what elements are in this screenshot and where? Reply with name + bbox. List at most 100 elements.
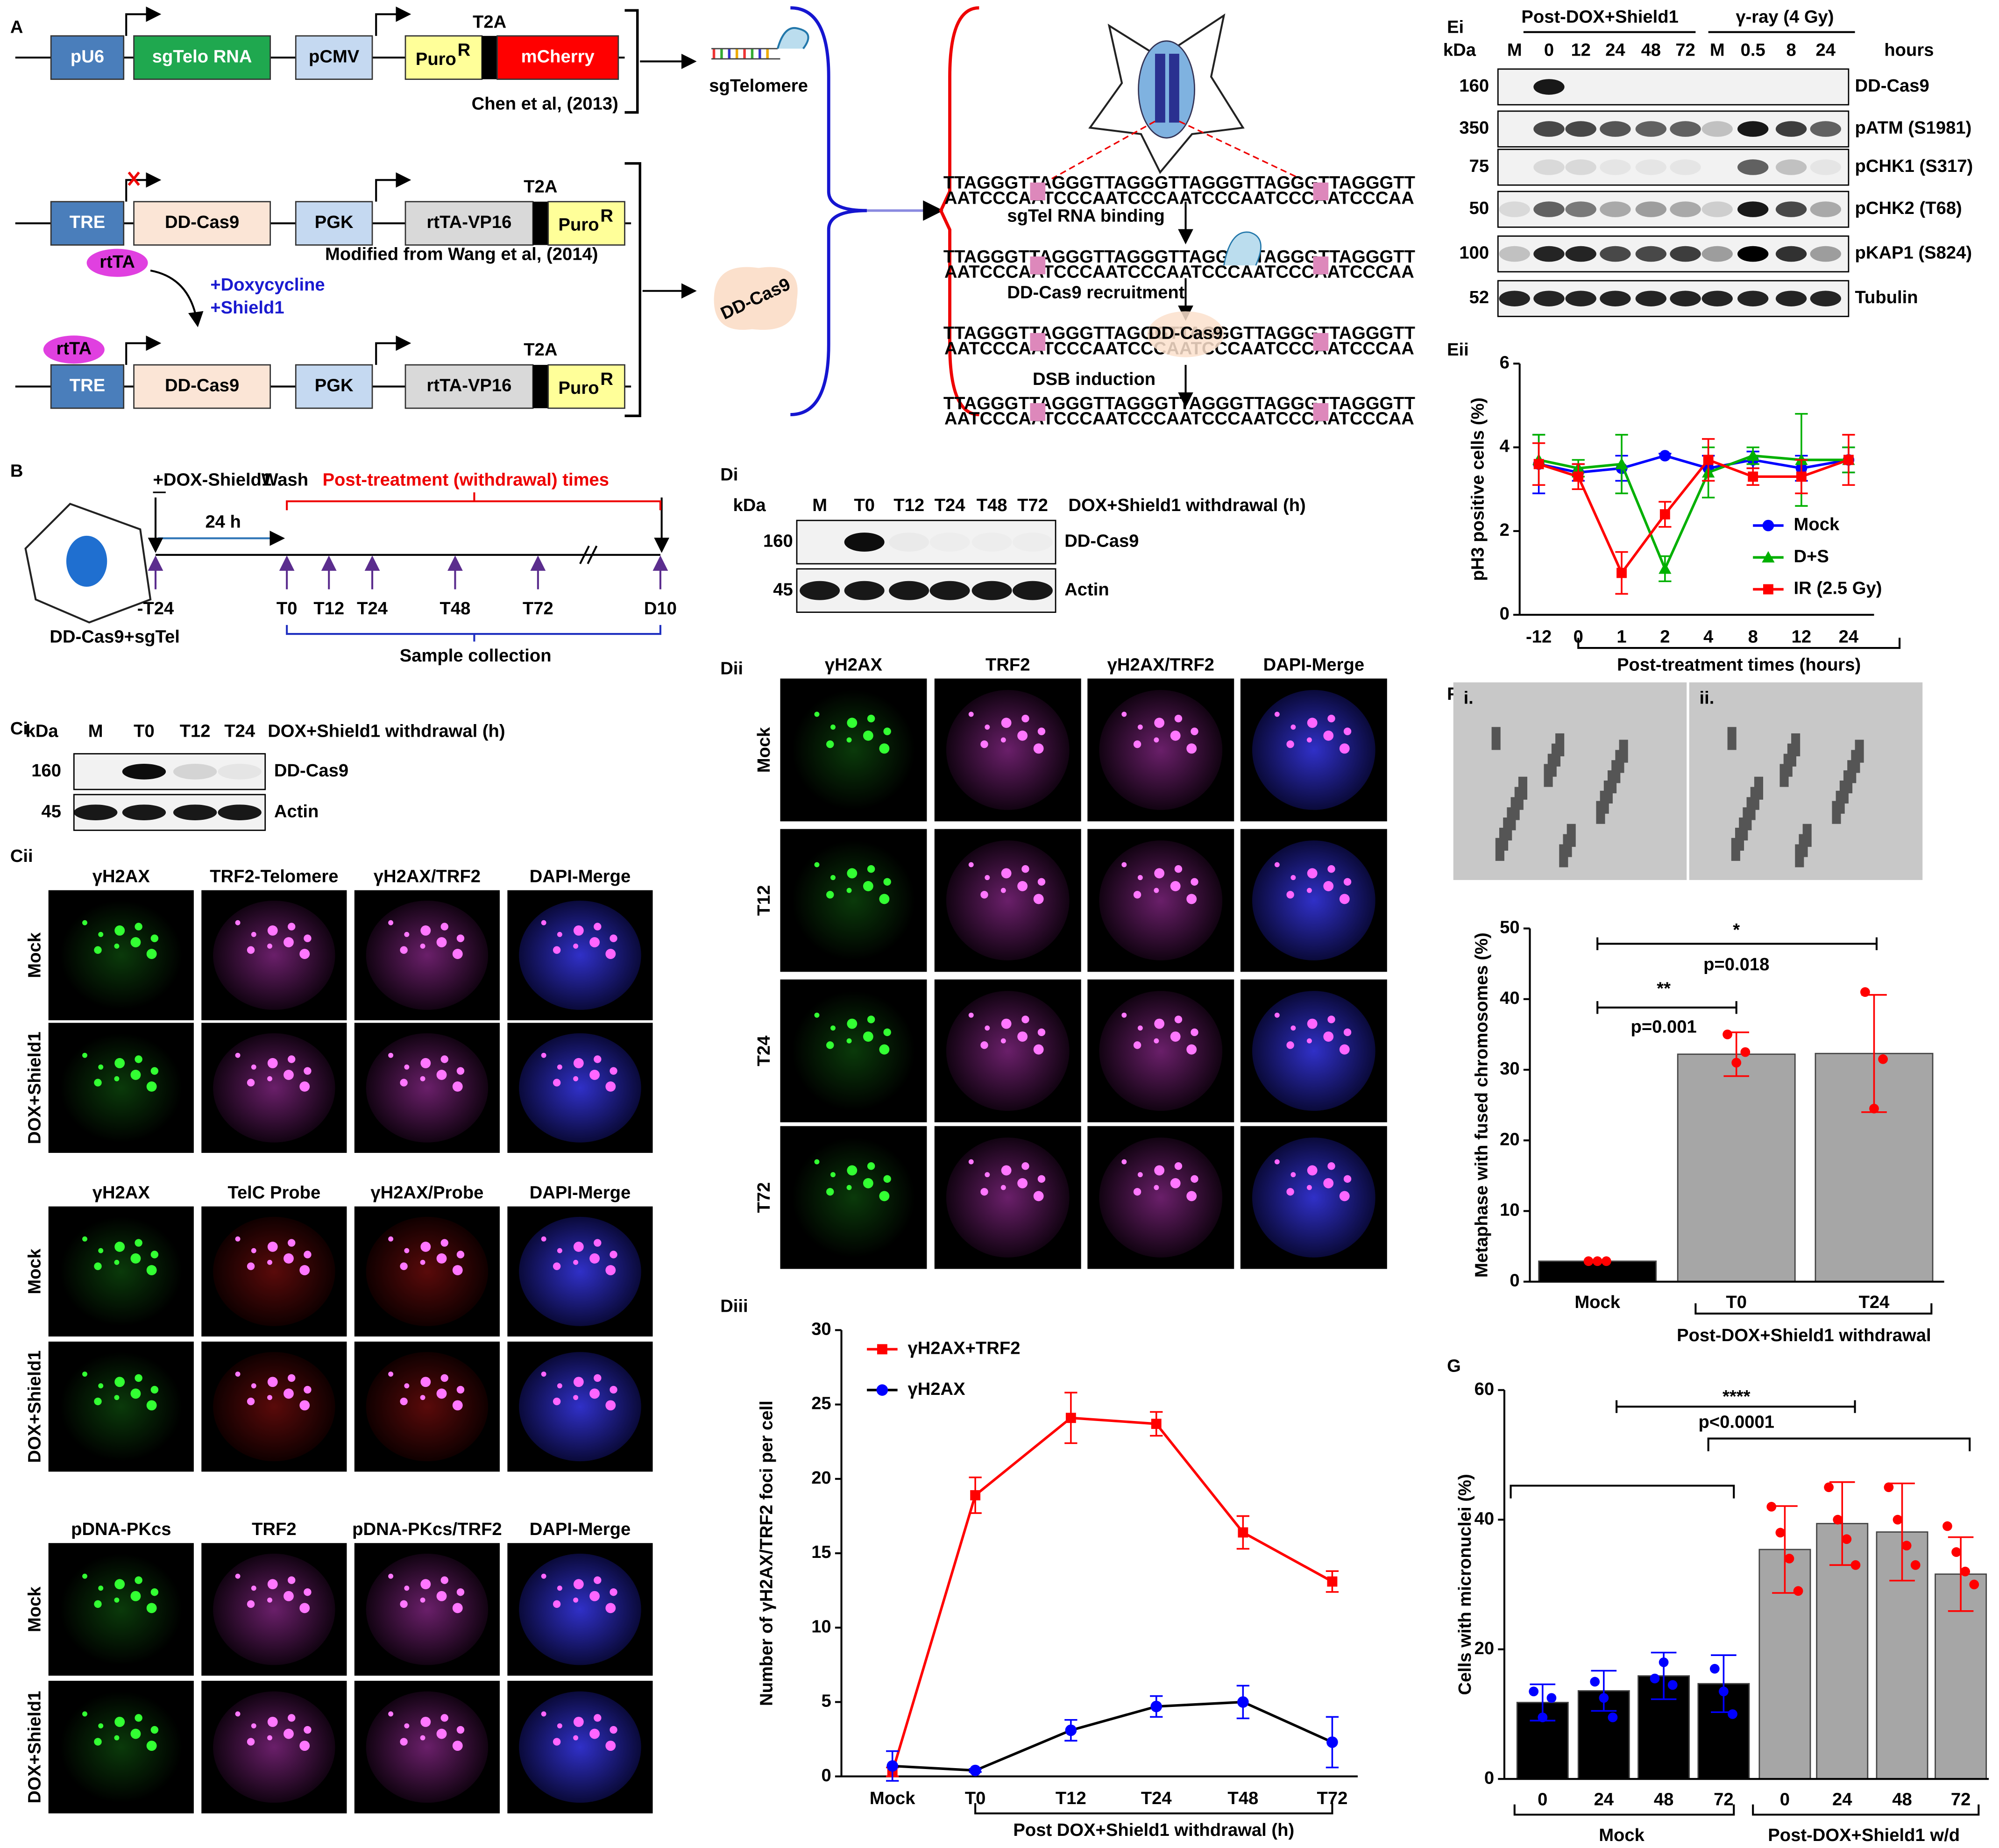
band [1670, 121, 1701, 137]
focus [1186, 894, 1197, 904]
bracket [1616, 1400, 1856, 1413]
nucleus-signal [946, 840, 1070, 960]
y-tick-label: 10 [811, 1616, 831, 1636]
focus [404, 1723, 410, 1728]
data-point [1860, 987, 1870, 997]
focus [605, 1741, 616, 1751]
label: Mock [25, 932, 45, 978]
x-tick-label: 0 [1780, 1790, 1790, 1810]
marker [886, 1760, 898, 1772]
nucleus-signal [519, 1553, 641, 1665]
focus [589, 1591, 600, 1601]
label: 160 [763, 531, 793, 551]
x-tick-label: T12 [1056, 1788, 1086, 1808]
focus [1021, 714, 1029, 723]
focus [1154, 718, 1165, 728]
marker [1659, 562, 1672, 574]
data-point [1884, 1482, 1894, 1493]
label: DD-Cas9 [274, 761, 348, 781]
focus [863, 881, 873, 891]
label: T48 [440, 598, 471, 618]
label: 160 [1459, 76, 1489, 96]
focus [1021, 865, 1029, 873]
x-tick-label: 1 [1616, 626, 1626, 647]
focus [1133, 891, 1141, 899]
focus [1170, 730, 1181, 741]
chromosome [1619, 739, 1628, 763]
focus [114, 925, 125, 936]
construct-label: DD-Cas9 [165, 212, 239, 232]
data-point [1893, 1514, 1903, 1525]
focus [1327, 865, 1335, 873]
label: pDNA-PKcs [71, 1519, 171, 1539]
focus [1000, 888, 1006, 893]
band [1737, 246, 1769, 262]
y-axis-label: Metaphase with fused chromosomes (%) [1472, 932, 1492, 1278]
nucleus-signal [519, 1033, 641, 1143]
focus [251, 931, 256, 937]
focus [847, 718, 858, 728]
marker [1748, 471, 1758, 482]
focus [830, 1172, 836, 1178]
focus [146, 1081, 157, 1092]
construct-label: pCMV [309, 46, 360, 66]
label: hours [1884, 40, 1934, 60]
construct-label: PGK [315, 212, 354, 232]
focus [404, 1248, 410, 1253]
focus [146, 1741, 157, 1751]
band [889, 533, 929, 552]
y-axis-label: pH3 positive cells (%) [1467, 398, 1488, 581]
focus [420, 1076, 425, 1081]
bracket [1694, 1303, 1933, 1315]
nucleus-signal [213, 1352, 335, 1462]
focus [1033, 894, 1044, 904]
focus [288, 1374, 296, 1382]
focus [847, 1018, 858, 1029]
focus [830, 875, 836, 881]
focus [288, 923, 296, 931]
focus [130, 1069, 141, 1080]
band [800, 581, 840, 600]
focus [235, 1052, 241, 1058]
chromosome [1855, 739, 1864, 763]
bracket [624, 9, 639, 114]
focus [863, 1178, 873, 1188]
legend-label: γH2AX+TRF2 [907, 1338, 1020, 1358]
focus [267, 1717, 278, 1727]
data-point [1833, 1514, 1843, 1525]
focus [1286, 891, 1294, 899]
y-tick-label: 40 [1474, 1508, 1494, 1528]
marker [1150, 1700, 1163, 1713]
focus [814, 862, 820, 867]
focus [436, 937, 447, 947]
label: γH2AX [825, 654, 883, 675]
band [1600, 246, 1631, 262]
panel-label: Cii [10, 846, 33, 866]
focus [388, 1573, 394, 1579]
data-point [1969, 1579, 1979, 1590]
focus [1133, 1041, 1141, 1049]
y-axis-label: Number of γH2AX/TRF2 foci per cell [756, 1400, 776, 1706]
panel-label: Ei [1447, 17, 1464, 37]
label: Mock [754, 727, 774, 773]
focus [557, 1248, 562, 1253]
focus [388, 1052, 394, 1058]
focus [420, 1579, 431, 1590]
x-tick-label: 48 [1892, 1790, 1912, 1810]
band [218, 763, 262, 780]
focus [150, 1588, 159, 1596]
focus [288, 1239, 296, 1247]
marker [1843, 455, 1854, 465]
focus [135, 923, 142, 931]
construct-element [50, 201, 125, 246]
focus [968, 1012, 974, 1018]
focus [1191, 727, 1198, 735]
focus [130, 1388, 141, 1399]
focus [440, 923, 448, 931]
nucleus-signal [213, 1691, 335, 1803]
data-point [1942, 1521, 1952, 1531]
focus [456, 1386, 465, 1394]
label: DAPI-Merge [530, 1182, 631, 1202]
sequence: TTAGGGTTAGGGTTAGGGTTAGGGTTAGGGTTAGGGTT [943, 173, 1415, 193]
focus [1033, 1044, 1044, 1055]
